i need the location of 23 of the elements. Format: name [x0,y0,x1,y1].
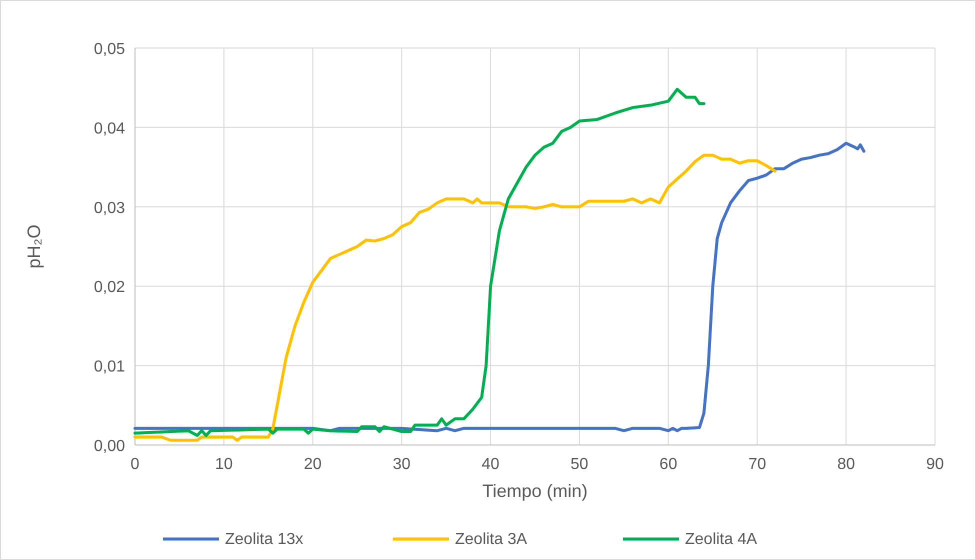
x-tick-label: 70 [748,456,766,473]
x-tick-label: 60 [659,456,678,473]
x-tick-label: 30 [392,456,411,473]
y-tick-label: 0,03 [94,200,126,217]
x-tick-label: 10 [214,456,233,473]
x-tick-label: 20 [304,456,322,473]
y-tick-label: 0,04 [94,120,126,138]
y-tick-label: 0,01 [94,358,126,376]
x-tick-label: 50 [570,456,588,473]
legend-label: Zeolita 3A [455,531,528,548]
x-axis-title: Tiempo (min) [482,481,588,501]
y-tick-label: 0,02 [94,279,126,296]
y-tick-label: 0,05 [94,41,126,58]
y-axis-title: pH₂O [24,224,44,268]
legend-label: Zeolita 4A [685,531,758,548]
legend-label: Zeolita 13x [225,531,304,548]
x-tick-label: 90 [926,456,944,473]
line-series [134,88,706,437]
x-tick-label: 0 [130,456,140,473]
x-tick-label: 40 [482,456,500,473]
x-tick-label: 80 [837,456,856,473]
y-tick-label: 0,00 [94,438,126,455]
line-series [134,154,776,442]
